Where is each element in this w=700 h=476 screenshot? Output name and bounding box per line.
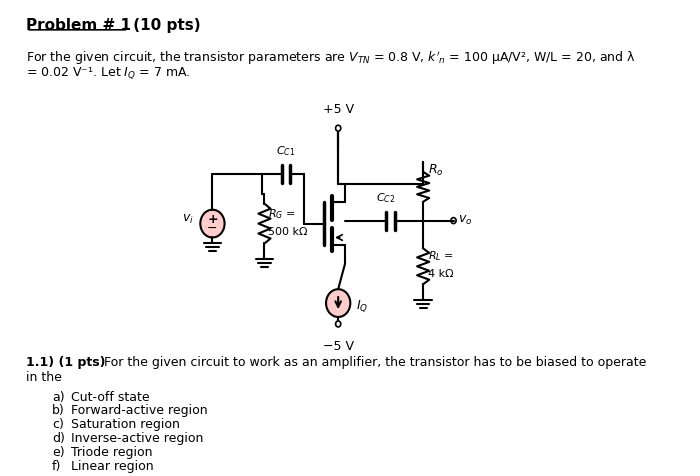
Text: 1.1) (1 pts): 1.1) (1 pts) [26,356,106,369]
Text: $v_o$: $v_o$ [458,214,472,227]
Text: = 0.02 V⁻¹. Let $I_Q$ = 7 mA.: = 0.02 V⁻¹. Let $I_Q$ = 7 mA. [26,66,190,81]
Text: Forward-active region: Forward-active region [71,405,208,417]
Text: Problem # 1 (10 pts): Problem # 1 (10 pts) [26,18,204,33]
Text: b): b) [52,405,65,417]
Text: $I_Q$: $I_Q$ [356,298,368,314]
Text: $C_{C1}$: $C_{C1}$ [276,144,296,158]
Text: 4 kΩ: 4 kΩ [428,269,454,279]
Text: Inverse-active region: Inverse-active region [71,432,204,445]
Text: +5 V: +5 V [323,103,354,116]
Text: $R_G$ =: $R_G$ = [268,207,295,220]
Circle shape [326,289,350,317]
Text: −5 V: −5 V [323,340,354,353]
Circle shape [200,209,225,238]
Text: 500 kΩ: 500 kΩ [268,227,307,237]
Text: e): e) [52,446,64,459]
Text: $v_i$: $v_i$ [181,213,193,226]
Text: +: + [207,213,218,226]
Text: For the given circuit to work as an amplifier, the transistor has to be biased t: For the given circuit to work as an ampl… [99,356,646,369]
Text: $R_o$: $R_o$ [428,163,444,178]
Text: Saturation region: Saturation region [71,418,180,431]
Text: d): d) [52,432,65,445]
Text: a): a) [52,390,64,404]
Text: $C_{C2}$: $C_{C2}$ [376,191,396,205]
Text: Cut-off state: Cut-off state [71,390,150,404]
Text: c): c) [52,418,64,431]
Text: Linear region: Linear region [71,460,154,473]
Text: −: − [207,222,218,235]
Text: f): f) [52,460,62,473]
Text: (10 pts): (10 pts) [128,18,201,33]
Text: in the: in the [26,371,62,384]
Text: $R_L$ =: $R_L$ = [428,249,454,263]
Text: Problem # 1: Problem # 1 [26,18,131,33]
Text: Triode region: Triode region [71,446,153,459]
Text: For the given circuit, the transistor parameters are $V_{TN}$ = 0.8 V, $k'_n$ = : For the given circuit, the transistor pa… [26,50,636,67]
